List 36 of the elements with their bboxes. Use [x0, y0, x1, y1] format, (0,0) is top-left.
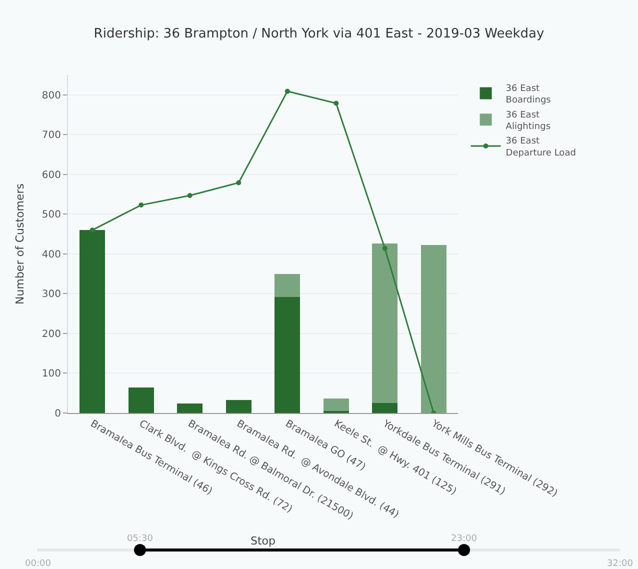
y-tick-label: 700: [42, 130, 61, 142]
bar: [80, 230, 106, 413]
bar: [372, 244, 398, 404]
bar: [226, 400, 252, 413]
legend-label: 36 East Alightings: [506, 110, 551, 132]
y-tick-label: 0: [54, 408, 61, 420]
text: 23:00: [451, 534, 478, 544]
y-tick-label: 600: [42, 170, 61, 181]
y-tick-label: 800: [42, 90, 61, 102]
point: [334, 100, 339, 106]
y-tick-label: 100: [42, 368, 61, 380]
x-axis-title: Stop: [250, 534, 276, 548]
bar: [128, 388, 154, 413]
bar: [372, 403, 398, 413]
point: [90, 228, 95, 233]
bar: [274, 274, 300, 297]
text: 00:00: [25, 559, 52, 569]
point: [382, 246, 388, 251]
y-tick-label: 300: [42, 289, 61, 300]
bar: [323, 398, 349, 412]
text: 05:30: [127, 534, 154, 544]
y-axis-title: Number of Customers: [14, 183, 27, 304]
y-tick-label: 500: [42, 210, 61, 221]
point: [236, 180, 242, 186]
y-tick-label: 200: [42, 328, 61, 340]
chart-title: Ridership: 36 Brampton / North York via 401 East - 2019-03 Weekday: [94, 26, 544, 42]
legend-label: 36 East Departure Load: [506, 136, 576, 158]
bar: [420, 244, 446, 413]
bar: [274, 296, 300, 413]
point: [138, 202, 144, 208]
legend-label: 36 East Boardings: [506, 84, 552, 106]
y-tick-label: 400: [42, 249, 61, 260]
bar: [177, 403, 203, 413]
text: 32:00: [607, 559, 634, 569]
point: [187, 192, 192, 198]
point: [284, 88, 290, 94]
